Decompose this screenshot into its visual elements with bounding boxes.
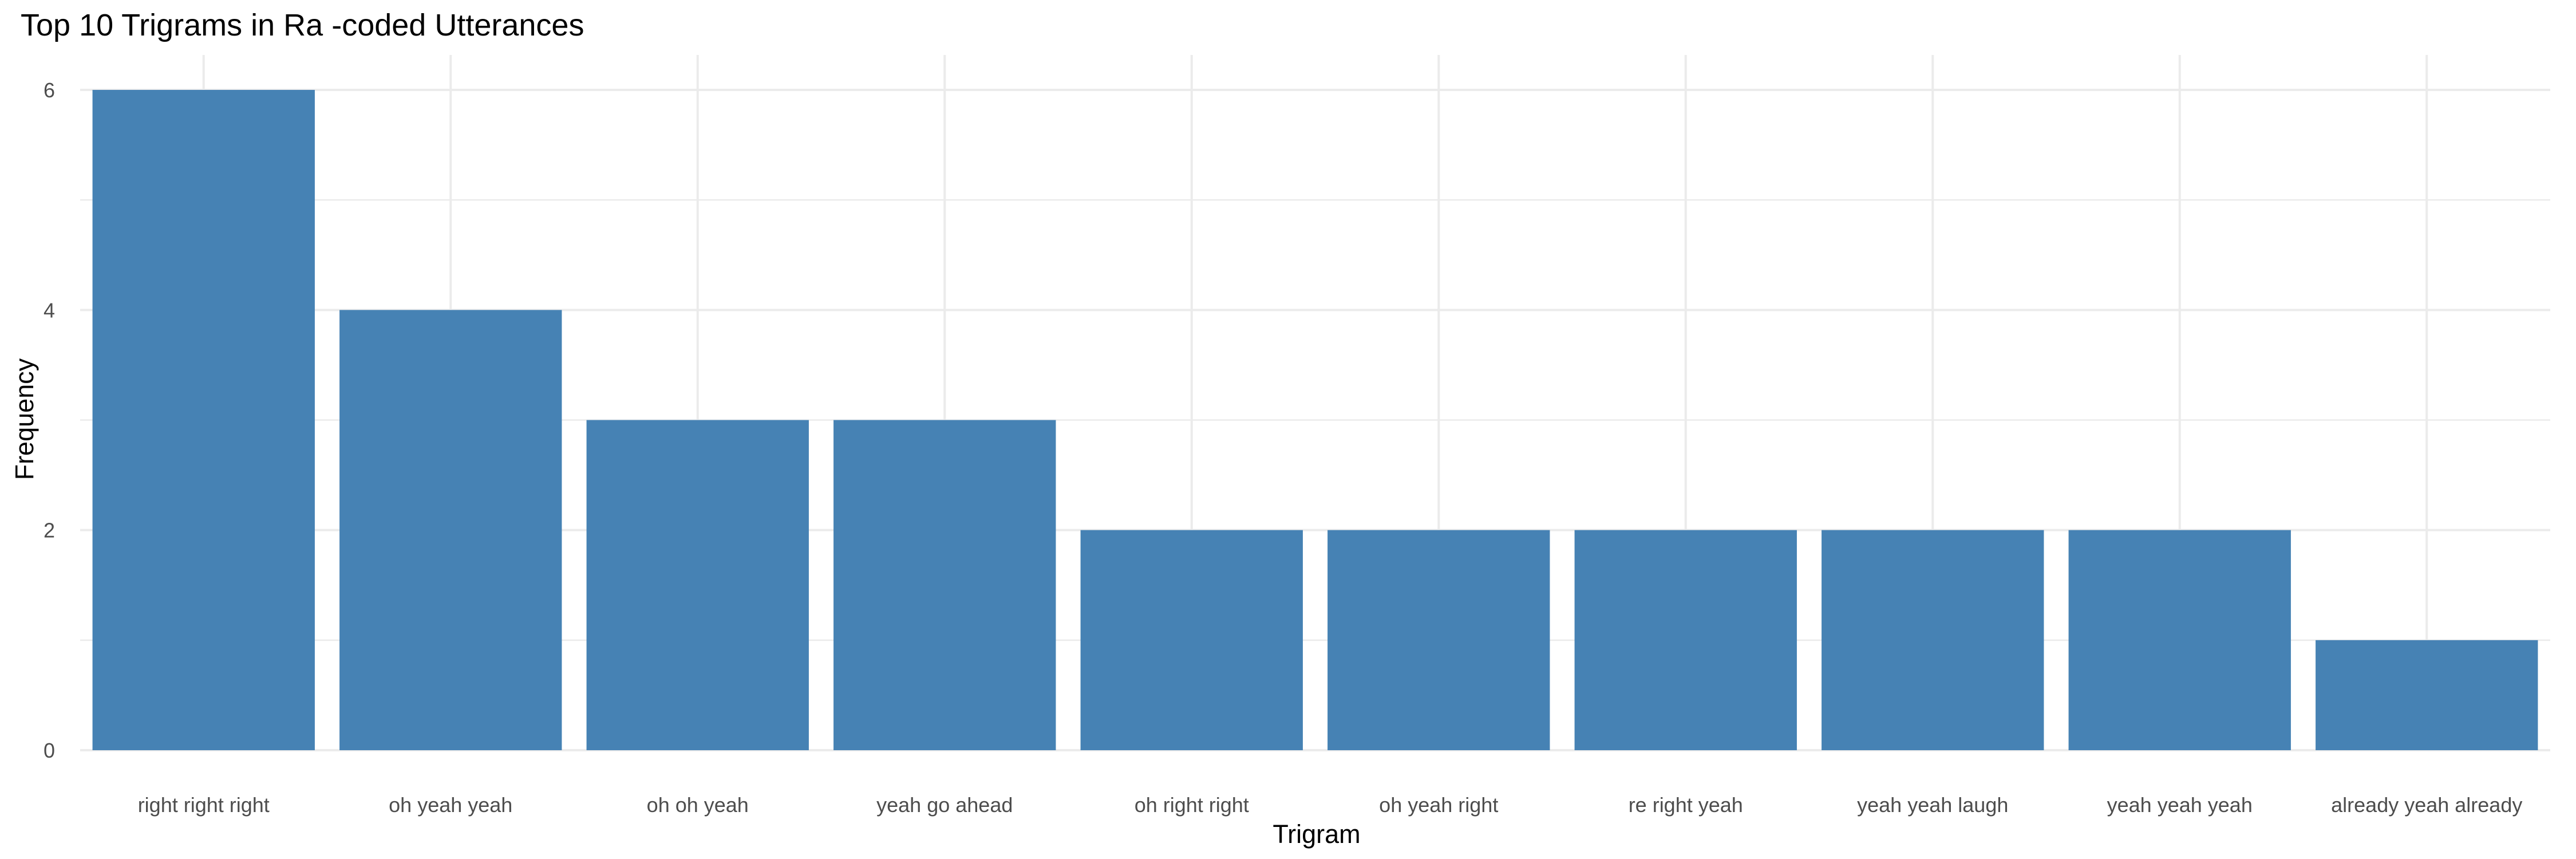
bar [586,420,809,750]
x-tick-label: already yeah already [2331,793,2522,817]
x-tick-label: re right yeah [1629,793,1743,817]
x-tick-labels: right right right oh yeah yeah oh oh yeah y… [138,793,2523,817]
bar [339,310,562,750]
x-tick-label: yeah yeah yeah [2107,793,2253,817]
bar [833,420,1056,750]
bar [92,90,315,750]
bar [1080,530,1303,750]
x-tick-label: yeah go ahead [876,793,1013,817]
x-tick-label: oh yeah yeah [389,793,512,817]
bar [2316,640,2538,750]
x-tick-label: oh oh yeah [647,793,749,817]
y-tick-label: 0 [44,739,55,762]
bar [1327,530,1550,750]
bar [1822,530,2044,750]
x-axis-title: Trigram [1273,819,1360,849]
x-tick-label: yeah yeah laugh [1857,793,2008,817]
y-tick-labels: 0 2 4 6 [44,78,55,762]
bars [92,90,2538,750]
bar [1574,530,1797,750]
chart-title: Top 10 Trigrams in Ra -coded Utterances [21,8,584,42]
y-tick-label: 6 [44,78,55,102]
x-tick-label: right right right [138,793,270,817]
x-tick-label: oh yeah right [1379,793,1498,817]
bar [2068,530,2291,750]
y-tick-label: 4 [44,298,55,322]
y-axis-title: Frequency [10,358,39,480]
y-tick-label: 2 [44,519,55,542]
x-tick-label: oh right right [1135,793,1249,817]
